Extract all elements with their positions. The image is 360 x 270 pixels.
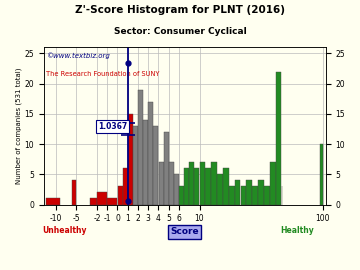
Bar bbox=[174, 174, 179, 204]
Bar bbox=[235, 180, 240, 204]
Bar bbox=[148, 102, 153, 204]
Bar bbox=[90, 198, 97, 204]
Bar bbox=[247, 180, 252, 204]
Bar bbox=[97, 193, 107, 204]
Text: 1.0367: 1.0367 bbox=[98, 122, 127, 131]
Y-axis label: Number of companies (531 total): Number of companies (531 total) bbox=[15, 68, 22, 184]
Bar bbox=[211, 162, 217, 204]
Bar bbox=[199, 162, 205, 204]
Bar bbox=[252, 186, 258, 204]
Bar bbox=[240, 186, 246, 204]
Bar bbox=[169, 162, 174, 204]
Text: ©www.textbiz.org: ©www.textbiz.org bbox=[46, 52, 110, 59]
Bar bbox=[264, 186, 270, 204]
Bar bbox=[320, 144, 323, 204]
Bar bbox=[229, 186, 235, 204]
Bar bbox=[143, 120, 148, 204]
Bar bbox=[184, 168, 189, 204]
Bar bbox=[217, 174, 223, 204]
Bar bbox=[107, 198, 117, 204]
Bar bbox=[270, 162, 276, 204]
Bar bbox=[194, 168, 199, 204]
Bar bbox=[179, 186, 184, 204]
Bar bbox=[258, 180, 264, 204]
Bar bbox=[153, 126, 158, 204]
Bar bbox=[133, 126, 138, 204]
Bar bbox=[46, 198, 60, 204]
Bar bbox=[128, 114, 133, 204]
Bar bbox=[276, 72, 282, 204]
Text: Healthy: Healthy bbox=[280, 226, 314, 235]
X-axis label: Score: Score bbox=[170, 227, 199, 237]
Bar bbox=[189, 162, 194, 204]
Text: Sector: Consumer Cyclical: Sector: Consumer Cyclical bbox=[114, 27, 246, 36]
Text: The Research Foundation of SUNY: The Research Foundation of SUNY bbox=[46, 71, 160, 77]
Text: Unhealthy: Unhealthy bbox=[42, 226, 86, 235]
Bar bbox=[118, 186, 122, 204]
Bar bbox=[158, 162, 163, 204]
Text: Z'-Score Histogram for PLNT (2016): Z'-Score Histogram for PLNT (2016) bbox=[75, 5, 285, 15]
Bar bbox=[206, 168, 211, 204]
Bar bbox=[123, 168, 128, 204]
Bar bbox=[223, 168, 229, 204]
Bar bbox=[138, 90, 143, 204]
Bar bbox=[164, 132, 169, 204]
Bar bbox=[72, 180, 76, 204]
